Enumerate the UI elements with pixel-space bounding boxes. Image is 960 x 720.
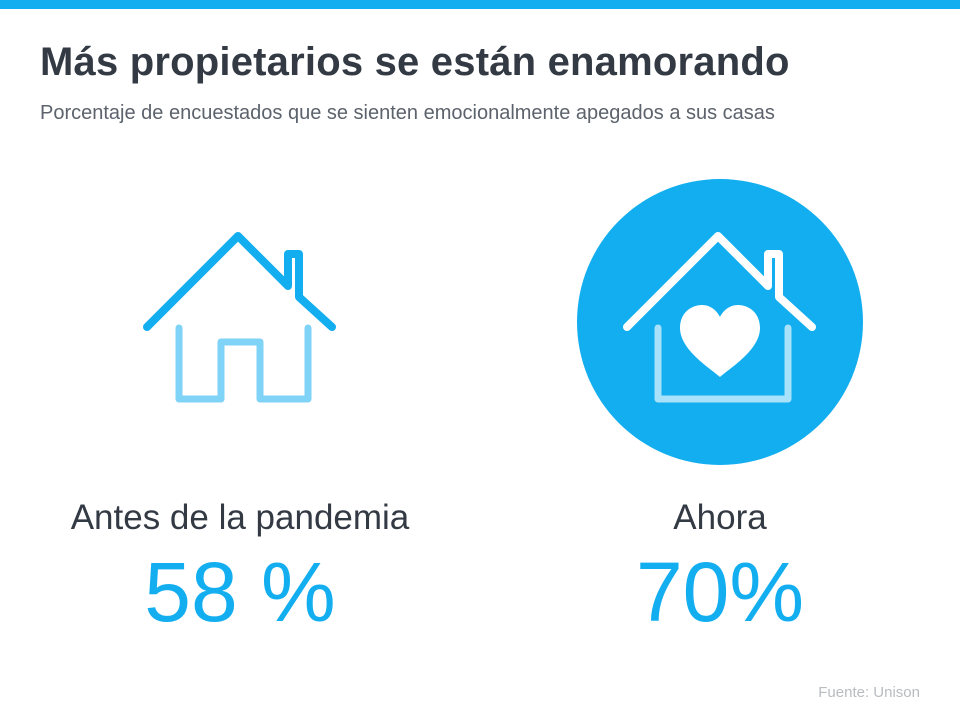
house-icon: [40, 170, 440, 480]
stat-panel-before: Antes de la pandemia 58 %: [40, 170, 440, 650]
stat-label-now: Ahora: [673, 498, 767, 537]
page-subtitle: Porcentaje de encuestados que se sienten…: [40, 102, 775, 124]
stat-label-before: Antes de la pandemia: [70, 498, 410, 537]
source-name: Unison: [873, 684, 920, 701]
stat-value-now: 70%: [635, 545, 805, 639]
stat-panel-now: Ahora 70%: [520, 170, 920, 650]
source-note: Fuente: Unison: [818, 684, 920, 701]
house-heart-icon: [520, 170, 920, 480]
source-label: Fuente:: [818, 684, 870, 701]
page-title: Más propietarios se están enamorando: [40, 40, 790, 84]
top-accent-bar: [0, 0, 960, 9]
stat-value-before: 58 %: [144, 545, 336, 639]
